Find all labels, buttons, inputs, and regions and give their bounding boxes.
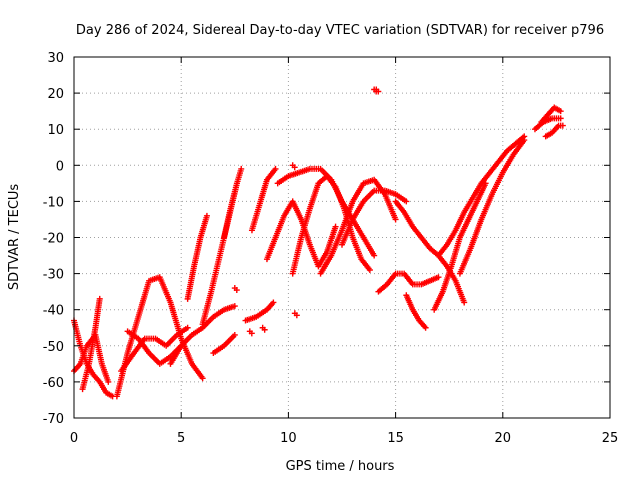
- data-point: [461, 299, 468, 306]
- data-point: [233, 287, 240, 294]
- y-tick-label: 20: [47, 87, 64, 102]
- data-point: [521, 137, 528, 144]
- data-point: [238, 165, 245, 172]
- data-point: [105, 378, 112, 385]
- data-point: [231, 331, 238, 338]
- data-point: [557, 115, 564, 122]
- data-point: [559, 122, 566, 129]
- data-point: [557, 108, 564, 115]
- y-tick-label: -60: [43, 376, 64, 391]
- x-tick-label: 25: [602, 431, 619, 446]
- data-point: [272, 165, 279, 172]
- x-tick-label: 10: [280, 431, 297, 446]
- data-point: [203, 212, 210, 219]
- data-point: [392, 216, 399, 223]
- data-point: [422, 324, 429, 331]
- data-point: [375, 88, 382, 95]
- y-tick-label: -30: [43, 268, 64, 283]
- data-point: [261, 326, 268, 333]
- chart-title: Day 286 of 2024, Sidereal Day-to-day VTE…: [76, 23, 604, 38]
- data-point: [371, 252, 378, 259]
- data-point: [96, 295, 103, 302]
- data-point: [482, 180, 489, 187]
- y-tick-label: -50: [43, 340, 64, 355]
- data-point: [366, 266, 373, 273]
- y-tick-label: -70: [43, 412, 64, 427]
- y-tick-label: 10: [47, 123, 64, 138]
- data-point: [231, 303, 238, 310]
- y-axis-label: SDTVAR / TECUs: [7, 184, 22, 291]
- data-point: [435, 274, 442, 281]
- x-axis-label: GPS time / hours: [286, 459, 395, 474]
- data-points: [71, 86, 566, 400]
- grid-lines: [74, 57, 610, 418]
- y-tick-label: 0: [56, 159, 64, 174]
- y-tick-label: -10: [43, 195, 64, 210]
- data-point: [184, 324, 191, 331]
- x-tick-label: 0: [70, 431, 78, 446]
- data-point: [291, 164, 298, 171]
- x-tick-label: 5: [177, 431, 185, 446]
- y-tick-label: 30: [47, 51, 64, 66]
- y-tick-label: -20: [43, 232, 64, 247]
- data-point: [199, 375, 206, 382]
- axis-ticks: 0 5 10 15 20 25 -70 -60 -50 -40 -30 -20 -10 0 10 20 30: [43, 51, 619, 446]
- data-point: [332, 223, 339, 230]
- data-point: [248, 330, 255, 337]
- x-tick-label: 20: [495, 431, 512, 446]
- data-point: [293, 312, 300, 319]
- data-point: [270, 299, 277, 306]
- x-tick-label: 15: [387, 431, 404, 446]
- y-tick-label: -40: [43, 304, 64, 319]
- data-point: [403, 198, 410, 205]
